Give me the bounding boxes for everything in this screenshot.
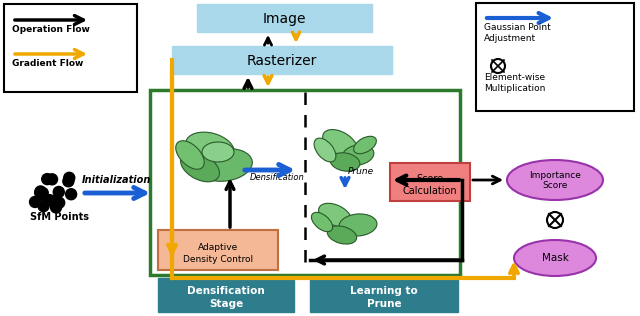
Text: Density Control: Density Control [183, 254, 253, 264]
Text: Gaussian Point: Gaussian Point [484, 23, 551, 32]
Text: Score: Score [417, 174, 444, 184]
Circle shape [63, 176, 74, 187]
Text: Calculation: Calculation [403, 186, 458, 196]
FancyBboxPatch shape [197, 4, 372, 32]
Circle shape [51, 202, 61, 213]
Circle shape [42, 173, 52, 185]
Ellipse shape [180, 152, 220, 182]
Ellipse shape [198, 149, 252, 181]
FancyBboxPatch shape [310, 278, 458, 312]
Text: Learning to: Learning to [350, 286, 418, 296]
FancyBboxPatch shape [4, 4, 137, 92]
Ellipse shape [314, 138, 336, 162]
Text: Initialization: Initialization [82, 175, 152, 185]
Text: Densification: Densification [187, 286, 265, 296]
Ellipse shape [507, 160, 603, 200]
Circle shape [66, 189, 77, 200]
Circle shape [44, 195, 55, 206]
Text: Operation Flow: Operation Flow [12, 25, 90, 34]
Text: Adaptive: Adaptive [198, 242, 238, 252]
Text: Multiplication: Multiplication [484, 84, 545, 93]
Text: Densification: Densification [250, 173, 305, 182]
Circle shape [64, 172, 75, 183]
Circle shape [38, 201, 49, 212]
FancyBboxPatch shape [390, 163, 470, 201]
Ellipse shape [514, 240, 596, 276]
Circle shape [37, 187, 48, 198]
Circle shape [47, 196, 58, 207]
Circle shape [35, 186, 46, 197]
Text: Rasterizer: Rasterizer [247, 54, 317, 68]
Ellipse shape [339, 214, 377, 236]
FancyBboxPatch shape [476, 3, 634, 111]
Ellipse shape [176, 141, 204, 169]
Ellipse shape [354, 136, 376, 154]
Text: Stage: Stage [209, 299, 243, 309]
Ellipse shape [319, 203, 351, 227]
Ellipse shape [186, 132, 234, 164]
Ellipse shape [342, 145, 374, 165]
FancyBboxPatch shape [172, 46, 392, 74]
Text: Importance: Importance [529, 171, 581, 179]
Circle shape [47, 174, 58, 185]
Text: Prune: Prune [348, 167, 374, 176]
Circle shape [491, 59, 505, 73]
Text: SfM Points: SfM Points [30, 212, 89, 222]
Text: Mask: Mask [541, 253, 568, 263]
Ellipse shape [202, 142, 234, 162]
Circle shape [53, 186, 64, 198]
Text: Score: Score [542, 181, 568, 191]
Ellipse shape [323, 130, 357, 156]
Text: Gradient Flow: Gradient Flow [12, 59, 83, 68]
Ellipse shape [312, 212, 333, 232]
Text: Image: Image [262, 12, 306, 26]
Ellipse shape [330, 153, 360, 171]
Circle shape [36, 189, 47, 200]
Text: Prune: Prune [367, 299, 401, 309]
Circle shape [29, 197, 40, 208]
FancyBboxPatch shape [158, 278, 294, 312]
FancyBboxPatch shape [150, 90, 460, 275]
Circle shape [54, 197, 65, 208]
Circle shape [547, 212, 563, 228]
Circle shape [35, 187, 45, 198]
FancyBboxPatch shape [158, 230, 278, 270]
Text: Adjustment: Adjustment [484, 34, 536, 43]
Ellipse shape [327, 226, 356, 244]
Text: Element-wise: Element-wise [484, 73, 545, 82]
